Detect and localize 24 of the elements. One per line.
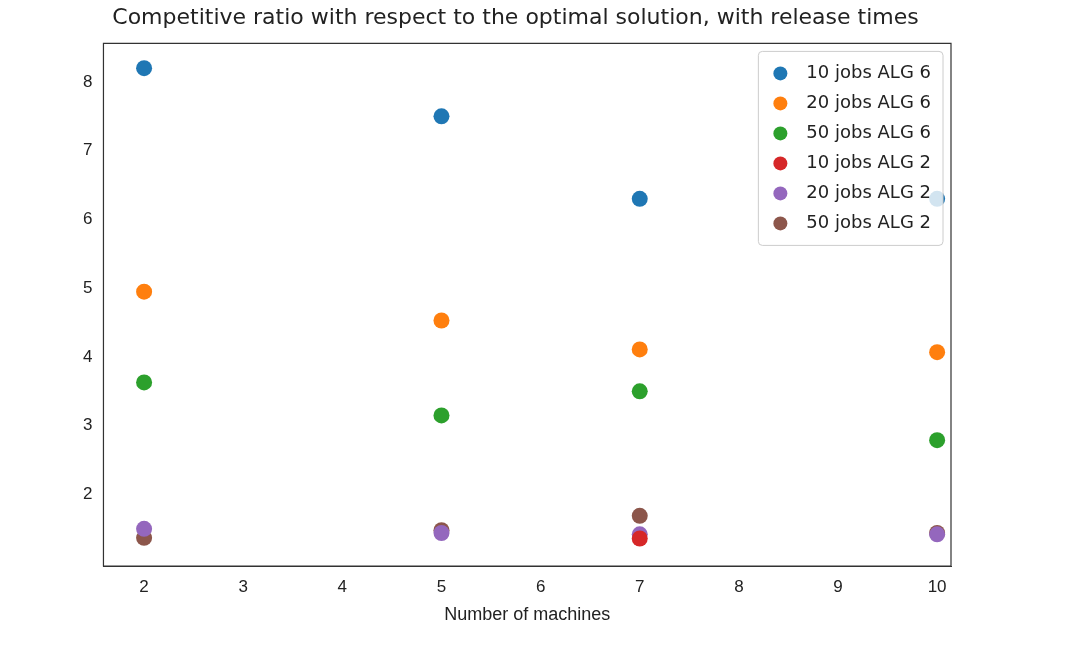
x-axis-title: Number of machines [444,604,611,625]
y-tick-label: 4 [82,346,93,366]
legend-label: 20 jobs ALG 2 [806,181,932,203]
y-tick-label: 8 [82,71,93,91]
x-tick-label: 3 [238,576,248,596]
legend-label: 10 jobs ALG 6 [806,61,932,83]
x-tick-label: 2 [139,576,149,596]
y-tick-label: 3 [82,415,93,435]
x-tick-label: 6 [535,576,546,596]
legend-label: 20 jobs ALG 6 [806,91,932,113]
y-tick-label: 2 [82,484,93,504]
x-tick-label: 10 [927,576,947,596]
legend-label: 10 jobs ALG 2 [806,151,932,173]
legend-label: 50 jobs ALG 6 [806,121,932,143]
x-tick-label: 7 [635,576,645,596]
y-tick-label: 7 [82,140,93,160]
x-tick-label: 5 [436,576,447,596]
legend-label: 50 jobs ALG 2 [806,211,932,233]
y-tick-label: 6 [82,209,93,229]
chart-title: Competitive ratio with respect to the optimal solution, with release times [112,3,919,29]
x-tick-label: 4 [337,576,348,596]
x-tick-label: 8 [734,576,744,596]
x-tick-label: 9 [833,576,843,596]
y-tick-label: 5 [82,277,93,297]
